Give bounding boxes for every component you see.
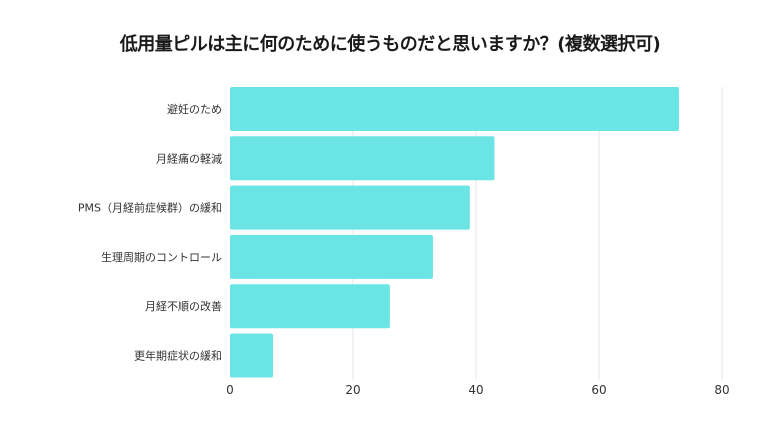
category-label: PMS（月経前症候群）の緩和 bbox=[78, 201, 222, 215]
x-tick-label: 60 bbox=[591, 383, 606, 397]
chart-title: 低用量ピルは主に何のために使うものだと思いますか？(複数選択可) bbox=[119, 34, 661, 55]
category-label: 生理周期のコントロール bbox=[101, 250, 222, 264]
bar bbox=[230, 234, 433, 279]
category-label: 月経痛の軽減 bbox=[156, 151, 222, 165]
x-tick-label: 80 bbox=[714, 383, 729, 397]
bar bbox=[230, 333, 274, 378]
bar bbox=[230, 284, 390, 329]
bar bbox=[230, 87, 679, 131]
category-label: 更年期症状の緩和 bbox=[134, 349, 222, 363]
category-label: 月経不順の改善 bbox=[145, 299, 222, 313]
x-tick-label: 0 bbox=[226, 383, 234, 397]
category-label: 避妊のため bbox=[167, 102, 222, 116]
x-tick-label: 20 bbox=[345, 383, 360, 397]
x-tick-label: 40 bbox=[468, 383, 483, 397]
bar bbox=[230, 136, 495, 181]
bar bbox=[230, 185, 470, 230]
